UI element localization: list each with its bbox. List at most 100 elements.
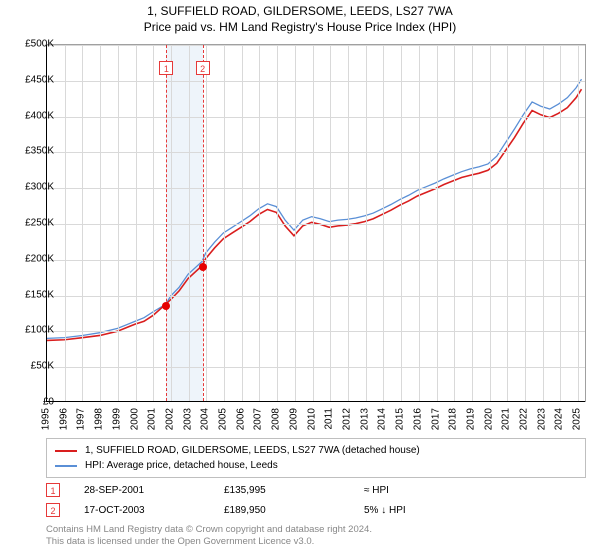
sale-date: 17-OCT-2003 bbox=[84, 505, 224, 516]
title-subtitle: Price paid vs. HM Land Registry's House … bbox=[0, 20, 600, 34]
gridline-v bbox=[348, 45, 349, 401]
y-tick-label: £0 bbox=[10, 397, 54, 408]
sale-marker-line bbox=[166, 45, 167, 401]
x-tick-label: 1997 bbox=[76, 408, 87, 430]
x-tick-label: 2020 bbox=[483, 408, 494, 430]
x-tick-label: 2015 bbox=[395, 408, 406, 430]
sales-rows: 1 28-SEP-2001 £135,995 ≈ HPI 2 17-OCT-20… bbox=[46, 480, 586, 520]
gridline-v bbox=[366, 45, 367, 401]
sale-point bbox=[162, 302, 170, 310]
title-address: 1, SUFFIELD ROAD, GILDERSOME, LEEDS, LS2… bbox=[0, 4, 600, 18]
y-tick-label: £200K bbox=[10, 253, 54, 264]
line-series-svg bbox=[47, 45, 585, 401]
gridline-v bbox=[171, 45, 172, 401]
x-tick-label: 1998 bbox=[94, 408, 105, 430]
gridline-v bbox=[242, 45, 243, 401]
gridline-v bbox=[472, 45, 473, 401]
x-tick-label: 1995 bbox=[41, 408, 52, 430]
x-tick-label: 2018 bbox=[448, 408, 459, 430]
legend-box: 1, SUFFIELD ROAD, GILDERSOME, LEEDS, LS2… bbox=[46, 438, 586, 478]
x-tick-label: 2012 bbox=[341, 408, 352, 430]
gridline-v bbox=[383, 45, 384, 401]
gridline-v bbox=[560, 45, 561, 401]
gridline-h bbox=[47, 81, 585, 82]
gridline-h bbox=[47, 367, 585, 368]
gridline-v bbox=[224, 45, 225, 401]
gridline-v bbox=[507, 45, 508, 401]
series-hpi bbox=[47, 79, 582, 338]
gridline-h bbox=[47, 331, 585, 332]
gridline-v bbox=[437, 45, 438, 401]
gridline-v bbox=[578, 45, 579, 401]
x-tick-label: 2021 bbox=[501, 408, 512, 430]
y-tick-label: £150K bbox=[10, 289, 54, 300]
x-tick-label: 2023 bbox=[536, 408, 547, 430]
gridline-h bbox=[47, 152, 585, 153]
x-tick-label: 1996 bbox=[58, 408, 69, 430]
gridline-h bbox=[47, 224, 585, 225]
legend-label-hpi: HPI: Average price, detached house, Leed… bbox=[85, 460, 278, 471]
y-tick-label: £450K bbox=[10, 74, 54, 85]
series-price_paid bbox=[47, 89, 582, 340]
x-tick-label: 2000 bbox=[129, 408, 140, 430]
gridline-v bbox=[82, 45, 83, 401]
legend-label-price: 1, SUFFIELD ROAD, GILDERSOME, LEEDS, LS2… bbox=[85, 445, 420, 456]
gridline-v bbox=[259, 45, 260, 401]
sale-price: £189,950 bbox=[224, 505, 364, 516]
gridline-v bbox=[136, 45, 137, 401]
gridline-v bbox=[313, 45, 314, 401]
gridline-v bbox=[206, 45, 207, 401]
gridline-v bbox=[295, 45, 296, 401]
legend-row-price: 1, SUFFIELD ROAD, GILDERSOME, LEEDS, LS2… bbox=[55, 443, 577, 458]
gridline-v bbox=[189, 45, 190, 401]
sale-marker-line bbox=[203, 45, 204, 401]
y-tick-label: £400K bbox=[10, 110, 54, 121]
legend-swatch-price bbox=[55, 450, 77, 452]
plot-region: 12 bbox=[46, 45, 585, 402]
gridline-v bbox=[65, 45, 66, 401]
gridline-v bbox=[490, 45, 491, 401]
x-tick-label: 2004 bbox=[200, 408, 211, 430]
x-tick-label: 2001 bbox=[147, 408, 158, 430]
x-tick-label: 2011 bbox=[324, 408, 335, 430]
sale-row: 1 28-SEP-2001 £135,995 ≈ HPI bbox=[46, 480, 586, 500]
x-tick-label: 2008 bbox=[271, 408, 282, 430]
x-tick-label: 1999 bbox=[111, 408, 122, 430]
legend-swatch-hpi bbox=[55, 465, 77, 467]
x-tick-label: 2017 bbox=[430, 408, 441, 430]
x-tick-label: 2006 bbox=[235, 408, 246, 430]
gridline-h bbox=[47, 260, 585, 261]
gridline-v bbox=[419, 45, 420, 401]
x-tick-label: 2010 bbox=[306, 408, 317, 430]
y-tick-label: £350K bbox=[10, 146, 54, 157]
y-tick-label: £250K bbox=[10, 218, 54, 229]
gridline-v bbox=[118, 45, 119, 401]
y-tick-label: £500K bbox=[10, 39, 54, 50]
sale-delta: 5% ↓ HPI bbox=[364, 505, 586, 516]
gridline-h bbox=[47, 188, 585, 189]
gridline-v bbox=[153, 45, 154, 401]
footer-attribution: Contains HM Land Registry data © Crown c… bbox=[46, 524, 586, 549]
gridline-v bbox=[543, 45, 544, 401]
gridline-v bbox=[330, 45, 331, 401]
x-tick-label: 2024 bbox=[554, 408, 565, 430]
sale-marker-badge: 1 bbox=[159, 61, 173, 75]
x-tick-label: 2014 bbox=[377, 408, 388, 430]
x-tick-label: 2009 bbox=[288, 408, 299, 430]
sale-price: £135,995 bbox=[224, 485, 364, 496]
x-tick-label: 2025 bbox=[572, 408, 583, 430]
x-tick-label: 2013 bbox=[359, 408, 370, 430]
x-tick-label: 2002 bbox=[164, 408, 175, 430]
gridline-h bbox=[47, 117, 585, 118]
gridline-h bbox=[47, 45, 585, 46]
x-tick-label: 2019 bbox=[465, 408, 476, 430]
sale-delta: ≈ HPI bbox=[364, 485, 586, 496]
y-tick-label: £50K bbox=[10, 361, 54, 372]
sale-badge: 2 bbox=[46, 503, 60, 517]
footer-line1: Contains HM Land Registry data © Crown c… bbox=[46, 524, 586, 536]
y-tick-label: £300K bbox=[10, 182, 54, 193]
x-tick-label: 2022 bbox=[519, 408, 530, 430]
gridline-v bbox=[277, 45, 278, 401]
sale-point bbox=[199, 263, 207, 271]
chart-titles: 1, SUFFIELD ROAD, GILDERSOME, LEEDS, LS2… bbox=[0, 0, 600, 34]
